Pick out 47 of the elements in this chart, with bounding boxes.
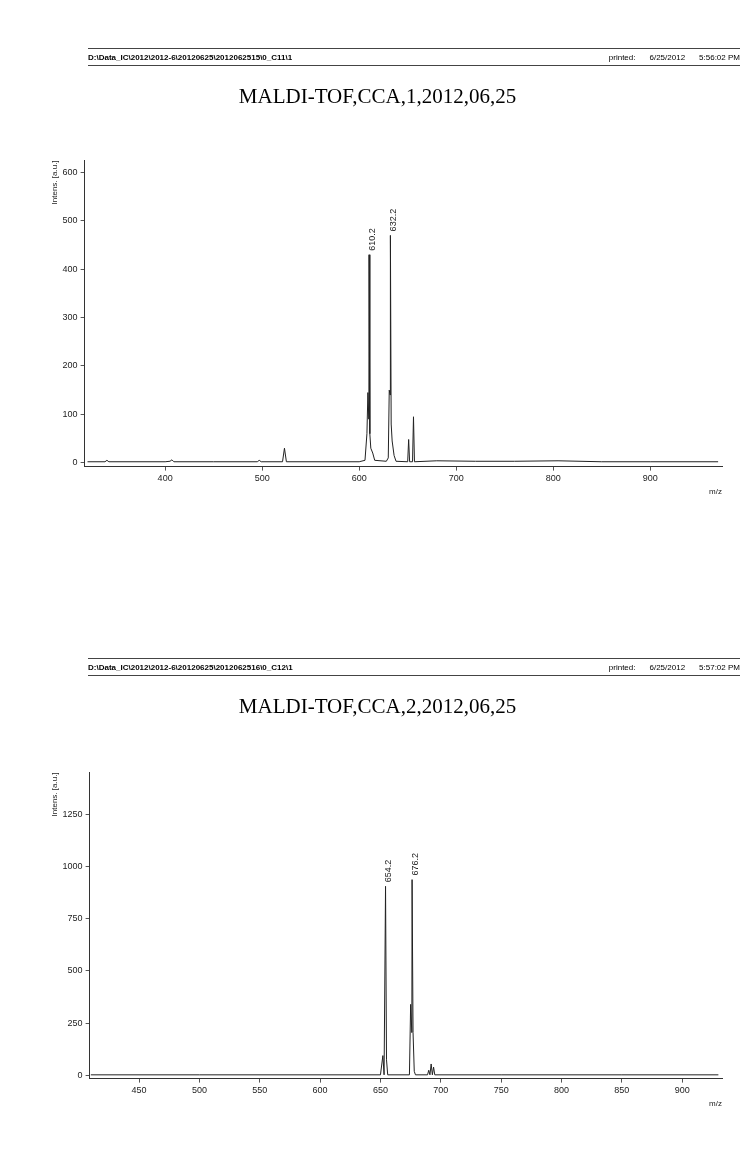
text: printed: (608, 52, 636, 62)
x-tick-label: 700 (433, 1085, 449, 1096)
x-tick-label: 900 (674, 1085, 690, 1096)
x-tick-label: 700 (448, 473, 464, 484)
y-tick-label: 750 (67, 913, 83, 924)
x-axis-title: m/z (709, 487, 722, 497)
text: 6/25/2012 (649, 662, 686, 672)
y-tick-label: 600 (62, 166, 78, 177)
text: 6/25/2012 (649, 52, 686, 62)
annotation: 676.2 (409, 853, 420, 876)
x-tick-label: 800 (553, 1085, 570, 1096)
y-tick-label: 500 (62, 215, 78, 226)
y-axis-title: Intens. [a.u.] (50, 772, 59, 817)
chart-title: MALDI-TOF,CCA,2,2012,06,25 (237, 694, 518, 720)
annotation: 632.2 (387, 208, 398, 232)
x-tick-label: 400 (157, 473, 173, 484)
y-tick-label: 400 (62, 263, 78, 274)
x-tick-label: 500 (254, 473, 270, 484)
y-tick-label: 100 (62, 408, 78, 419)
x-tick-label: 650 (372, 1085, 388, 1096)
chart-title: MALDI-TOF,CCA,1,2012,06,25 (237, 84, 518, 110)
text: D:\Data_IC\2012\2012-6\20120625\2012062516\0_C12\1 (88, 662, 293, 672)
annotation: 610.2 (366, 228, 377, 251)
x-tick-label: 850 (614, 1085, 630, 1096)
x-tick-label: 900 (642, 473, 658, 484)
text: printed: (608, 662, 636, 672)
text: 5:57:02 PM (699, 662, 740, 672)
text: D:\Data_IC\2012\2012-6\20120625\2012062515\0_C11\1 (88, 52, 293, 62)
text: 5:56:02 PM (699, 52, 740, 62)
x-tick-label: 600 (312, 1085, 328, 1096)
x-tick-label: 600 (351, 473, 367, 484)
y-tick-label: 1000 (62, 860, 83, 871)
y-tick-label: 0 (72, 457, 78, 468)
x-tick-label: 550 (252, 1085, 268, 1096)
x-axis-title: m/z (709, 1099, 722, 1109)
y-tick-label: 1250 (62, 808, 83, 819)
y-tick-label: 200 (62, 360, 78, 371)
x-tick-label: 450 (131, 1085, 147, 1096)
x-tick-label: 500 (191, 1085, 207, 1096)
y-axis-title: Intens. [a.u.] (50, 160, 59, 205)
x-tick-label: 800 (545, 473, 561, 484)
y-tick-label: 300 (62, 312, 78, 323)
x-tick-label: 750 (493, 1085, 509, 1096)
y-tick-label: 500 (67, 965, 83, 976)
annotation: 654.2 (383, 859, 394, 883)
y-tick-label: 250 (67, 1017, 83, 1028)
y-tick-label: 0 (77, 1069, 83, 1080)
